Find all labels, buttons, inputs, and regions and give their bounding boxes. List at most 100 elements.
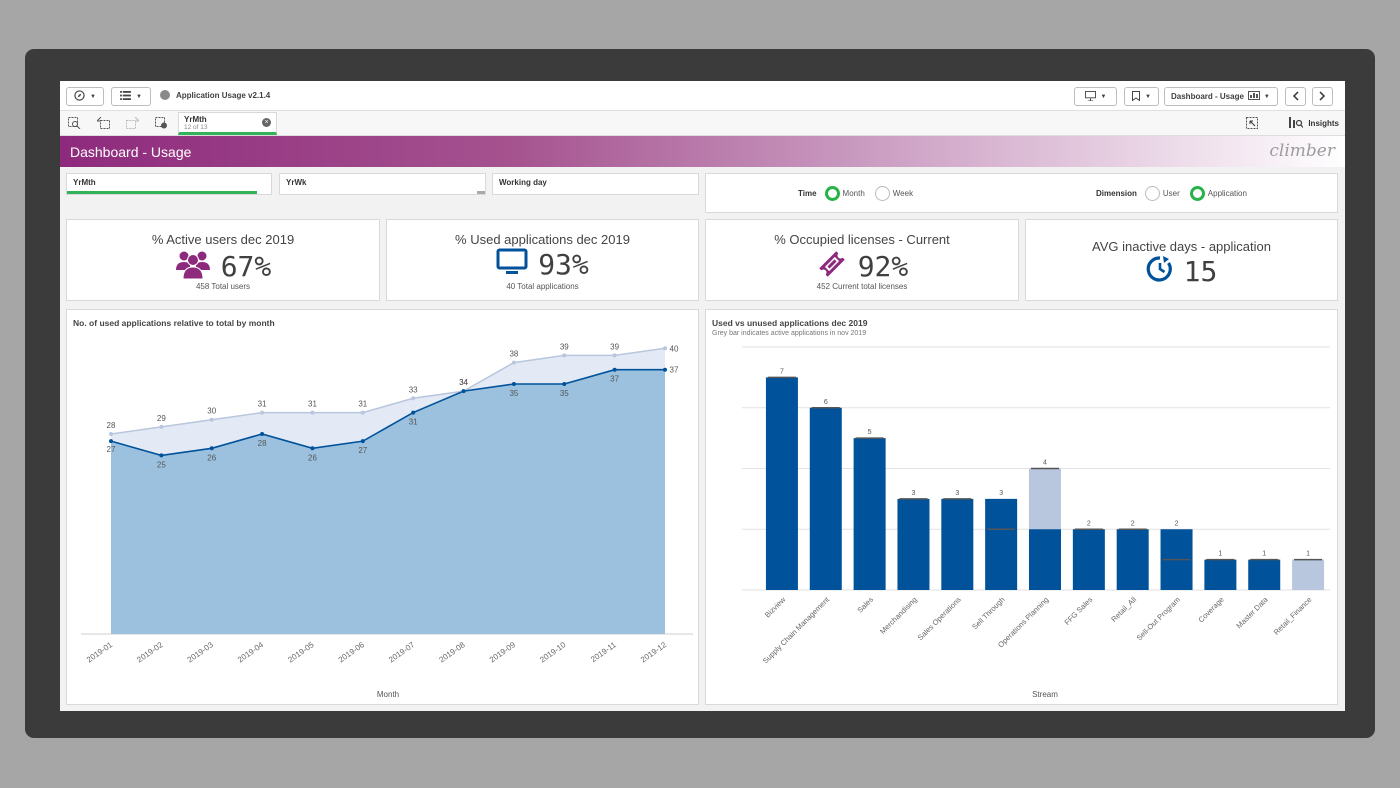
- radio-application[interactable]: Application: [1189, 186, 1247, 201]
- radio-label: User: [1162, 189, 1180, 198]
- bar-used: [853, 438, 886, 590]
- bar-value-label: 1: [1218, 551, 1222, 558]
- data-point-total: [159, 424, 164, 429]
- chart-title: No. of used applications relative to tot…: [73, 318, 275, 328]
- app-title-text: Application Usage v2.1.4: [176, 90, 271, 100]
- chart-subtitle: Grey bar indicates active applications i…: [712, 330, 867, 337]
- x-tick-label: Sales: [855, 595, 875, 615]
- top-toolbar: ▼ ▼ Application Usage v2.1.4 ▼ ▼ Dashboa…: [60, 81, 1345, 111]
- toggle-panel: Time Month Week Dimension User Applicati…: [705, 173, 1338, 213]
- sheet-selector[interactable]: Dashboard - Usage ▼: [1164, 87, 1278, 106]
- selection-chip-yrmth[interactable]: YrMth 12 of 13 ×: [178, 112, 277, 135]
- data-label-used: 27: [358, 446, 367, 455]
- clear-all-icon[interactable]: [153, 116, 169, 130]
- data-point-used: [461, 389, 466, 394]
- bar-value-label: 4: [1043, 460, 1047, 467]
- kpi-active-users[interactable]: % Active users dec 2019 67% 458 Total us…: [66, 219, 380, 301]
- filter-working-day[interactable]: Working day: [492, 173, 699, 195]
- step-back-icon[interactable]: [95, 116, 111, 130]
- data-label-total: 40: [670, 344, 679, 353]
- data-label-total: 34: [459, 378, 468, 387]
- filter-selection-bar: [477, 191, 485, 194]
- bar-used: [765, 377, 798, 590]
- data-label-used: 35: [560, 389, 569, 398]
- kpi-avg-inactive-days[interactable]: AVG inactive days - application 15: [1025, 219, 1338, 301]
- series-line-used: [110, 368, 665, 457]
- data-label-total: 29: [157, 414, 166, 423]
- filter-selection-bar: [67, 191, 257, 194]
- chart-title: Used vs unused applications dec 2019: [712, 318, 868, 328]
- dimension-toggle: Dimension User Application: [1096, 186, 1252, 201]
- x-tick-label: 2019-12: [639, 640, 669, 665]
- line-chart-panel[interactable]: No. of used applications relative to tot…: [66, 309, 699, 705]
- present-button[interactable]: ▼: [1074, 87, 1117, 106]
- filter-yrmth[interactable]: YrMth: [66, 173, 272, 195]
- bar-chart-panel[interactable]: Used vs unused applications dec 2019 Gre…: [705, 309, 1338, 705]
- bar-used: [1248, 559, 1281, 590]
- selection-tool-icon[interactable]: [1244, 117, 1260, 131]
- navigation-button[interactable]: ▼: [66, 87, 104, 106]
- app-title: Application Usage v2.1.4: [160, 90, 270, 100]
- x-tick-label: 2019-02: [135, 640, 165, 665]
- x-tick-label: 2019-03: [186, 640, 216, 665]
- chevron-down-icon: ▼: [136, 93, 142, 100]
- x-tick-label: Master Data: [1234, 594, 1270, 630]
- x-tick-label: 2019-09: [488, 640, 518, 665]
- bookmark-icon: [1132, 90, 1141, 103]
- chevron-down-icon: ▼: [1263, 93, 1270, 100]
- x-tick-label: 2019-08: [437, 640, 467, 665]
- dimension-toggle-label: Dimension: [1096, 189, 1137, 198]
- x-tick-label: Coverage: [1196, 595, 1225, 624]
- data-label-used: 27: [107, 445, 116, 454]
- kpi-used-applications[interactable]: % Used applications dec 2019 93% 40 Tota…: [386, 219, 699, 301]
- ticket-icon: [816, 248, 848, 285]
- insights-button[interactable]: Insights: [1289, 117, 1339, 130]
- bar-used: [1116, 529, 1149, 590]
- kpi-subtext: 452 Current total licenses: [816, 282, 908, 291]
- data-label-used: 28: [258, 439, 267, 448]
- x-tick-label: 2019-05: [286, 640, 316, 665]
- global-menu-button[interactable]: ▼: [111, 87, 151, 106]
- data-label-used: 37: [610, 375, 619, 384]
- radio-empty-icon: [1144, 186, 1160, 201]
- climber-logo: climber: [1269, 141, 1335, 161]
- data-point-total: [360, 410, 365, 415]
- radio-month[interactable]: Month: [824, 186, 865, 201]
- kpi-subtext: 458 Total users: [195, 282, 251, 291]
- data-point-total: [511, 360, 516, 365]
- data-label-used: 37: [670, 366, 679, 375]
- bar-value-label: 2: [1175, 520, 1179, 527]
- data-point-total: [562, 353, 567, 358]
- data-label-used: 35: [509, 389, 518, 398]
- filter-yrwk[interactable]: YrWk: [279, 173, 486, 195]
- chevron-left-icon: [1292, 90, 1299, 103]
- data-point-used: [109, 439, 113, 444]
- bookmark-button[interactable]: ▼: [1124, 87, 1159, 106]
- data-point-total: [260, 410, 265, 415]
- data-label-total: 38: [509, 350, 518, 359]
- x-tick-label: Merchandising: [878, 595, 919, 636]
- kpi-value: 92%: [857, 250, 909, 283]
- app-screen: ▼ ▼ Application Usage v2.1.4 ▼ ▼ Dashboa…: [60, 81, 1345, 711]
- kpi-occupied-licenses[interactable]: % Occupied licenses - Current 92% 452 Cu…: [705, 219, 1019, 301]
- filter-label: Working day: [499, 178, 547, 187]
- app-icon: [160, 90, 170, 100]
- kpi-title: % Occupied licenses - Current: [774, 232, 950, 247]
- radio-empty-icon: [874, 186, 890, 201]
- x-tick-label: Bizview: [763, 595, 788, 620]
- time-toggle: Time Month Week: [798, 186, 918, 201]
- radio-selected-icon: [824, 186, 840, 201]
- radio-user[interactable]: User: [1144, 186, 1180, 201]
- sheet-name: Dashboard - Usage: [1171, 92, 1244, 101]
- radio-week[interactable]: Week: [874, 186, 913, 201]
- close-icon[interactable]: ×: [262, 118, 271, 127]
- data-point-used: [411, 410, 416, 415]
- data-label-total: 39: [560, 342, 569, 351]
- step-forward-icon[interactable]: [124, 116, 140, 130]
- data-point-used: [562, 382, 567, 386]
- smart-search-icon[interactable]: [66, 116, 82, 130]
- previous-sheet-button[interactable]: [1285, 87, 1306, 106]
- next-sheet-button[interactable]: [1312, 87, 1333, 106]
